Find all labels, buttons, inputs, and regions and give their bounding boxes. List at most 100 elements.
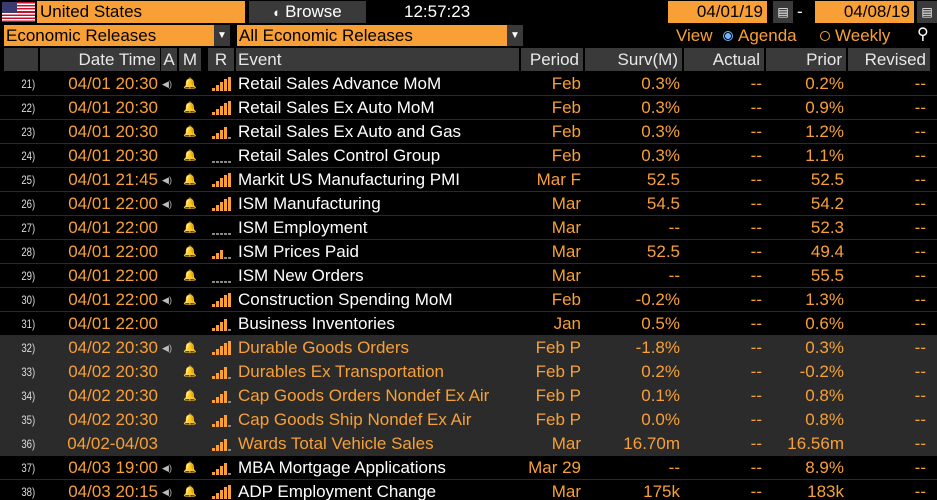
bell-icon[interactable]: 🔔 xyxy=(183,102,197,114)
header-revised[interactable]: Revised xyxy=(848,48,930,71)
table-row[interactable]: 21) 04/01 20:30 ◀) 🔔 Retail Sales Advance Mo… xyxy=(0,72,937,96)
table-row[interactable]: 32) 04/02 20:30 ◀) 🔔 Durable Goods Orders Feb… xyxy=(0,336,937,360)
bell-icon[interactable]: 🔔 xyxy=(183,342,197,354)
bell-icon[interactable]: 🔔 xyxy=(183,294,197,306)
table-row[interactable]: 23) 04/01 20:30 🔔 Retail Sales Ex Auto and … xyxy=(0,120,937,144)
category-select[interactable]: Economic Releases ▼ xyxy=(4,25,230,46)
speaker-icon[interactable] xyxy=(160,216,174,240)
weekly-radio[interactable]: Weekly xyxy=(820,25,890,46)
row-event[interactable]: ISM Manufacturing xyxy=(238,194,381,213)
header-actual[interactable]: Actual xyxy=(684,48,764,71)
row-event[interactable]: Cap Goods Ship Nondef Ex Air xyxy=(238,410,472,429)
row-event[interactable]: ISM New Orders xyxy=(238,266,364,285)
bell-icon[interactable]: 🔔 xyxy=(183,150,197,162)
bell-icon[interactable]: 🔔 xyxy=(183,246,197,258)
row-event[interactable]: Markit US Manufacturing PMI xyxy=(238,170,461,189)
row-event[interactable]: Durable Goods Orders xyxy=(238,338,410,357)
start-calendar-icon[interactable]: ▤ xyxy=(773,1,793,23)
speaker-icon[interactable]: ◀) xyxy=(162,199,172,209)
end-date-field[interactable]: 04/08/19 xyxy=(815,1,914,23)
row-actual: -- xyxy=(750,98,762,117)
row-event[interactable]: Business Inventories xyxy=(238,314,395,333)
relevance-bar xyxy=(220,106,223,115)
speaker-icon[interactable]: ◀) xyxy=(162,487,172,497)
table-row[interactable]: 35) 04/02 20:30 🔔 Cap Goods Ship Nondef Ex … xyxy=(0,408,937,432)
table-row[interactable]: 27) 04/01 22:00 🔔 ISM Employment Mar -- -- 52.3… xyxy=(0,216,937,240)
table-row[interactable]: 38) 04/03 20:15 ◀) 🔔 ADP Employment Change Ma… xyxy=(0,480,937,500)
row-event[interactable]: Retail Sales Control Group xyxy=(238,146,441,165)
table-row[interactable]: 25) 04/01 21:45 ◀) 🔔 Markit US Manufacturing… xyxy=(0,168,937,192)
speaker-icon[interactable] xyxy=(160,264,174,288)
speaker-icon[interactable]: ◀) xyxy=(162,463,172,473)
bell-icon[interactable]: 🔔 xyxy=(183,198,197,210)
bell-icon[interactable] xyxy=(183,432,197,456)
speaker-icon[interactable] xyxy=(160,120,174,144)
row-event[interactable]: Retail Sales Advance MoM xyxy=(238,74,442,93)
bell-icon[interactable]: 🔔 xyxy=(183,486,197,498)
header-prior[interactable]: Prior xyxy=(766,48,846,71)
header-period[interactable]: Period xyxy=(521,48,583,71)
row-event[interactable]: MBA Mortgage Applications xyxy=(238,458,446,477)
speaker-icon[interactable] xyxy=(160,360,174,384)
speaker-icon[interactable]: ◀) xyxy=(162,175,172,185)
start-date-field[interactable]: 04/01/19 xyxy=(668,1,767,23)
table-row[interactable]: 26) 04/01 22:00 ◀) 🔔 ISM Manufacturing Mar 54.… xyxy=(0,192,937,216)
speaker-icon[interactable]: ◀) xyxy=(162,343,172,353)
table-row[interactable]: 28) 04/01 22:00 🔔 ISM Prices Paid Mar 52.5 -- 4… xyxy=(0,240,937,264)
chevron-down-icon[interactable]: ▼ xyxy=(214,25,230,46)
speaker-icon[interactable] xyxy=(160,432,174,456)
header-event[interactable]: Event xyxy=(236,48,519,71)
bell-icon[interactable] xyxy=(183,312,197,336)
bell-icon[interactable]: 🔔 xyxy=(183,174,197,186)
bell-icon[interactable]: 🔔 xyxy=(183,126,197,138)
search-settings-icon[interactable]: ⚲ xyxy=(917,26,929,43)
row-event[interactable]: ADP Employment Change xyxy=(238,482,437,500)
end-calendar-icon[interactable]: ▤ xyxy=(917,1,937,23)
table-row[interactable]: 29) 04/01 22:00 🔔 ISM New Orders Mar -- -- 55.5… xyxy=(0,264,937,288)
speaker-icon[interactable] xyxy=(160,384,174,408)
header-survey[interactable]: Surv(M) xyxy=(585,48,682,71)
header-mine[interactable]: M xyxy=(179,48,201,71)
row-event[interactable]: Retail Sales Ex Auto and Gas xyxy=(238,122,462,141)
table-row[interactable]: 22) 04/01 20:30 🔔 Retail Sales Ex Auto MoM F… xyxy=(0,96,937,120)
table-row[interactable]: 34) 04/02 20:30 🔔 Cap Goods Orders Nondef E… xyxy=(0,384,937,408)
table-row[interactable]: 36) 04/02-04/03 Wards Total Vehicle Sales M… xyxy=(0,432,937,456)
bell-icon[interactable]: 🔔 xyxy=(183,414,197,426)
speaker-icon[interactable] xyxy=(160,96,174,120)
table-row[interactable]: 33) 04/02 20:30 🔔 Durables Ex Transportatio… xyxy=(0,360,937,384)
speaker-icon[interactable] xyxy=(160,408,174,432)
row-event[interactable]: ISM Employment xyxy=(238,218,368,237)
row-event[interactable]: Retail Sales Ex Auto MoM xyxy=(238,98,435,117)
table-row[interactable]: 31) 04/01 22:00 Business Inventories Jan 0.5… xyxy=(0,312,937,336)
bell-icon[interactable]: 🔔 xyxy=(183,366,197,378)
speaker-icon[interactable] xyxy=(160,312,174,336)
speaker-icon[interactable] xyxy=(160,144,174,168)
bell-icon[interactable]: 🔔 xyxy=(183,462,197,474)
agenda-radio[interactable]: Agenda xyxy=(723,25,797,46)
country-field[interactable]: United States xyxy=(37,1,245,23)
chevron-down-icon[interactable]: ▼ xyxy=(507,25,523,46)
relevance-bar xyxy=(224,487,227,499)
relevance-bar xyxy=(220,298,223,307)
release-type-select[interactable]: All Economic Releases ▼ xyxy=(237,25,523,46)
bell-icon[interactable]: 🔔 xyxy=(183,270,197,282)
row-event[interactable]: Cap Goods Orders Nondef Ex Air xyxy=(238,386,490,405)
bell-icon[interactable]: 🔔 xyxy=(183,222,197,234)
speaker-icon[interactable]: ◀) xyxy=(162,295,172,305)
header-alert[interactable]: A xyxy=(161,48,177,71)
speaker-icon[interactable] xyxy=(160,240,174,264)
table-row[interactable]: 37) 04/03 19:00 ◀) 🔔 MBA Mortgage Applicatio… xyxy=(0,456,937,480)
bell-icon[interactable]: 🔔 xyxy=(183,390,197,402)
bell-icon[interactable]: 🔔 xyxy=(183,78,197,90)
header-datetime[interactable]: Date Time xyxy=(40,48,160,71)
speaker-icon[interactable]: ◀) xyxy=(162,79,172,89)
row-event[interactable]: ISM Prices Paid xyxy=(238,242,359,261)
browse-button[interactable]: ◐ Browse xyxy=(249,1,366,23)
relevance-bar xyxy=(212,184,215,187)
header-relevance[interactable]: R xyxy=(208,48,234,71)
table-row[interactable]: 24) 04/01 20:30 🔔 Retail Sales Control Grou… xyxy=(0,144,937,168)
table-row[interactable]: 30) 04/01 22:00 ◀) 🔔 Construction Spending M… xyxy=(0,288,937,312)
row-event[interactable]: Durables Ex Transportation xyxy=(238,362,444,381)
row-event[interactable]: Construction Spending MoM xyxy=(238,290,453,309)
row-event[interactable]: Wards Total Vehicle Sales xyxy=(238,434,434,453)
